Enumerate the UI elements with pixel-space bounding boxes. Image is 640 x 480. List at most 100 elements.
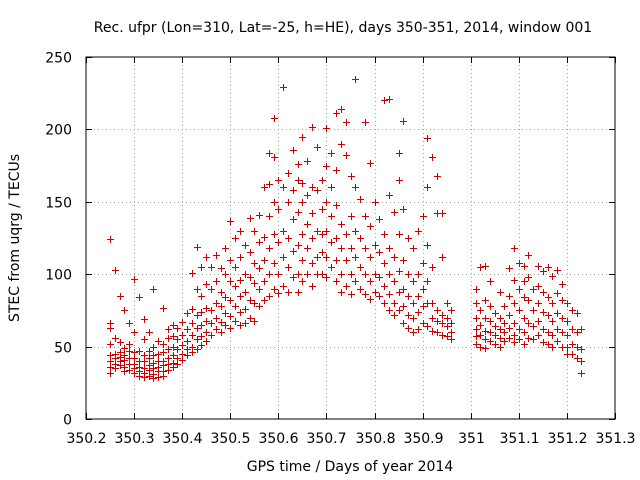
data-point bbox=[198, 293, 205, 300]
data-point bbox=[271, 231, 278, 238]
data-point bbox=[444, 300, 451, 307]
data-point bbox=[429, 315, 436, 322]
data-point bbox=[559, 329, 566, 336]
x-axis-label: GPS time / Days of year 2014 bbox=[247, 459, 454, 475]
data-point bbox=[439, 254, 446, 261]
data-point bbox=[525, 320, 532, 327]
data-point bbox=[400, 118, 407, 125]
data-point bbox=[420, 260, 427, 267]
data-point bbox=[275, 271, 282, 278]
data-point bbox=[410, 300, 417, 307]
data-point bbox=[492, 332, 499, 339]
data-point bbox=[218, 303, 225, 310]
data-point bbox=[362, 291, 369, 298]
data-point bbox=[386, 192, 393, 199]
data-point bbox=[290, 216, 297, 223]
data-point bbox=[574, 355, 581, 362]
data-point bbox=[251, 300, 258, 307]
data-point bbox=[352, 184, 359, 191]
data-point bbox=[146, 329, 153, 336]
data-point bbox=[439, 312, 446, 319]
data-point bbox=[424, 184, 431, 191]
data-point bbox=[256, 286, 263, 293]
data-point bbox=[521, 341, 528, 348]
data-point bbox=[309, 283, 316, 290]
data-point bbox=[396, 289, 403, 296]
data-point bbox=[559, 297, 566, 304]
data-point bbox=[136, 294, 143, 301]
data-point bbox=[299, 180, 306, 187]
data-point bbox=[410, 278, 417, 285]
data-point bbox=[501, 338, 508, 345]
data-point bbox=[208, 320, 215, 327]
data-point bbox=[328, 264, 335, 271]
data-point bbox=[275, 290, 282, 297]
y-axis-label: STEC from uqrg / TECUs bbox=[7, 154, 23, 322]
data-point bbox=[357, 235, 364, 242]
data-point bbox=[319, 206, 326, 213]
data-point bbox=[444, 333, 451, 340]
data-point bbox=[141, 374, 148, 381]
data-point bbox=[434, 173, 441, 180]
data-point bbox=[376, 249, 383, 256]
data-point bbox=[396, 231, 403, 238]
data-point bbox=[367, 254, 374, 261]
data-point bbox=[429, 328, 436, 335]
data-point bbox=[242, 289, 249, 296]
data-point bbox=[492, 341, 499, 348]
data-point bbox=[352, 254, 359, 261]
data-point bbox=[189, 306, 196, 313]
data-point bbox=[141, 316, 148, 323]
data-point bbox=[237, 293, 244, 300]
data-point bbox=[179, 342, 186, 349]
data-point bbox=[184, 310, 191, 317]
data-point bbox=[357, 196, 364, 203]
data-point bbox=[227, 297, 234, 304]
data-point bbox=[203, 281, 210, 288]
data-point bbox=[333, 110, 340, 117]
data-point bbox=[261, 297, 268, 304]
data-point bbox=[208, 332, 215, 339]
data-point bbox=[304, 271, 311, 278]
data-point bbox=[506, 335, 513, 342]
data-point bbox=[564, 300, 571, 307]
data-point bbox=[386, 96, 393, 103]
data-point bbox=[218, 319, 225, 326]
data-point bbox=[357, 286, 364, 293]
data-point bbox=[574, 310, 581, 317]
data-point bbox=[304, 245, 311, 252]
data-point bbox=[117, 362, 124, 369]
data-point bbox=[261, 184, 268, 191]
data-point bbox=[184, 326, 191, 333]
data-point bbox=[323, 199, 330, 206]
data-point bbox=[280, 254, 287, 261]
data-point bbox=[323, 228, 330, 235]
data-point bbox=[511, 245, 518, 252]
data-point bbox=[400, 257, 407, 264]
data-point bbox=[487, 329, 494, 336]
data-point bbox=[400, 286, 407, 293]
data-point bbox=[275, 177, 282, 184]
data-point bbox=[160, 373, 167, 380]
data-point bbox=[578, 326, 585, 333]
data-point bbox=[362, 271, 369, 278]
data-point bbox=[251, 318, 258, 325]
data-point bbox=[400, 206, 407, 213]
data-point bbox=[150, 352, 157, 359]
data-point bbox=[247, 215, 254, 222]
data-point bbox=[179, 332, 186, 339]
data-point bbox=[549, 318, 556, 325]
data-point bbox=[232, 264, 239, 271]
data-point bbox=[328, 184, 335, 191]
data-point bbox=[194, 336, 201, 343]
data-point bbox=[367, 296, 374, 303]
data-point bbox=[232, 235, 239, 242]
data-point bbox=[299, 231, 306, 238]
data-point bbox=[348, 291, 355, 298]
data-point bbox=[285, 289, 292, 296]
data-point bbox=[487, 278, 494, 285]
x-tick-label: 350.6 bbox=[258, 431, 298, 447]
data-point bbox=[405, 235, 412, 242]
data-point bbox=[194, 325, 201, 332]
data-point bbox=[473, 326, 480, 333]
